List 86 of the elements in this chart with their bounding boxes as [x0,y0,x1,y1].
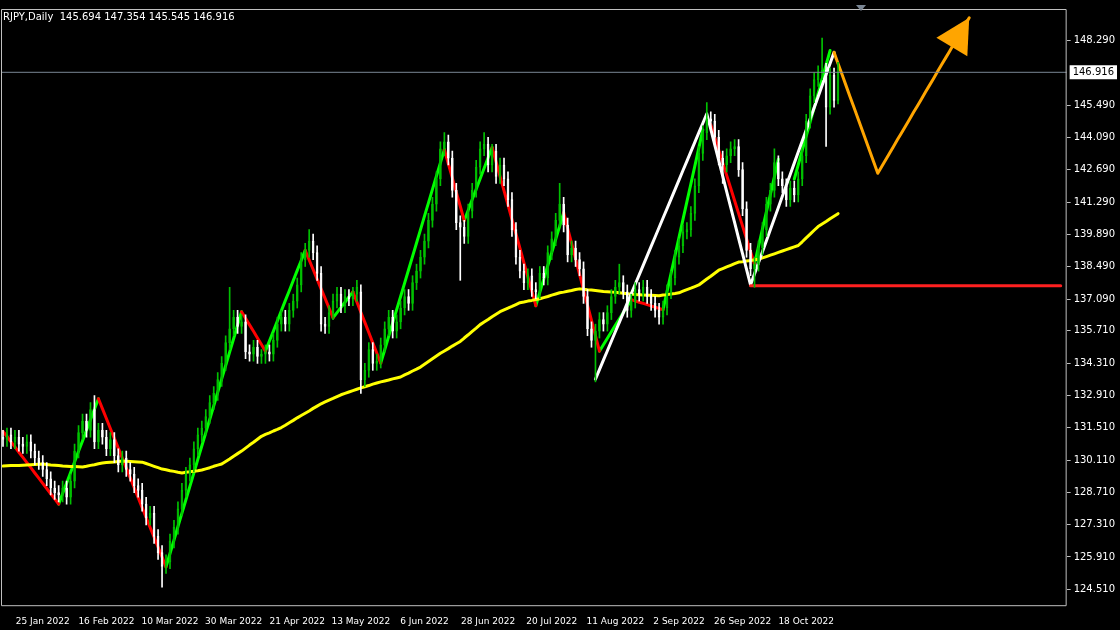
candlestick [391,310,394,339]
y-tick-label: 139.890 [1073,228,1116,240]
y-tick-label: 141.290 [1073,195,1116,207]
candlestick [749,243,752,277]
candlestick [65,480,68,505]
candlestick [53,480,57,500]
x-tick-label: 28 Jun 2022 [461,615,516,626]
candlestick [236,310,239,334]
candlestick [621,275,625,300]
candlestick [721,150,725,184]
y-tick-label: 142.690 [1073,163,1116,175]
x-tick-label: 26 Sep 2022 [714,615,772,626]
candlestick [777,155,780,187]
candlestick [256,340,259,364]
y-tick-label: 127.310 [1073,518,1116,530]
candlestick [45,462,49,487]
candlestick [737,139,740,177]
candlestick [542,266,546,286]
candlestick [792,180,796,203]
candlestick [637,282,641,302]
y-tick-label: 130.110 [1073,453,1116,465]
y-tick-label: 135.710 [1073,324,1116,336]
candlestick [128,462,132,482]
candlestick [85,413,88,438]
chart-title: RJPY,Daily 145.694 147.354 145.545 146.916 [3,10,235,22]
candlestick [93,395,96,450]
candlestick [450,150,454,198]
candlestick [124,450,128,477]
y-tick-label: 144.090 [1073,131,1116,143]
candlestick [454,183,458,230]
candlestick [534,282,538,300]
candlestick [590,321,593,348]
candlestick [625,284,629,318]
x-tick-label: 18 Oct 2022 [778,615,835,626]
candlestick [244,314,247,360]
candlestick [136,478,140,498]
candlestick [447,134,450,166]
candlestick [741,162,744,217]
candlestick [371,342,375,371]
candlestick [132,466,136,493]
candlestick [101,423,104,445]
x-tick-label: 21 Apr 2022 [269,615,326,626]
candlestick [781,171,784,193]
x-tick-label: 11 Aug 2022 [586,615,645,626]
candlestick [582,261,585,304]
y-tick-label: 148.290 [1073,34,1116,46]
candlestick [113,432,116,463]
candlestick [586,289,589,337]
x-tick-label: 6 Jun 2022 [400,615,449,626]
ref-line-label: 146.916 [1072,65,1115,77]
candlestick [462,220,466,244]
candlestick [574,240,577,267]
candlestick [713,113,717,145]
y-tick-label: 131.510 [1073,421,1116,433]
candlestick [407,289,410,311]
x-tick-label: 16 Feb 2022 [78,615,135,626]
candlestick [458,215,462,281]
x-tick-label: 20 Jul 2022 [526,615,578,626]
candlestick [745,201,748,258]
x-tick-label: 25 Jan 2022 [15,615,70,626]
y-tick-label: 134.310 [1073,356,1116,368]
candlestick [562,196,565,233]
candlestick [709,111,713,129]
candlestick [37,450,41,470]
x-tick-label: 2 Sep 2022 [653,615,705,626]
candlestick [49,471,53,496]
candlestick [116,448,120,473]
y-tick-label: 124.510 [1073,582,1116,594]
y-tick-label: 138.490 [1073,260,1116,272]
candlestick [33,443,37,466]
x-tick-label: 13 May 2022 [331,615,391,626]
candlestick [41,455,45,477]
candlestick [57,485,60,503]
candlestick [566,217,569,263]
candlestick [602,312,605,332]
y-tick-label: 132.910 [1073,389,1116,401]
candlestick [717,130,721,166]
candlestick [578,252,581,277]
x-tick-label: 10 Mar 2022 [141,615,199,626]
x-tick-label: 30 Mar 2022 [205,615,263,626]
y-tick-label: 137.090 [1073,292,1116,304]
candlestick [283,310,287,332]
y-tick-label: 125.910 [1073,550,1116,562]
y-tick-label: 145.490 [1073,98,1116,110]
y-tick-label: 128.710 [1073,485,1116,497]
candlestick [105,429,108,457]
